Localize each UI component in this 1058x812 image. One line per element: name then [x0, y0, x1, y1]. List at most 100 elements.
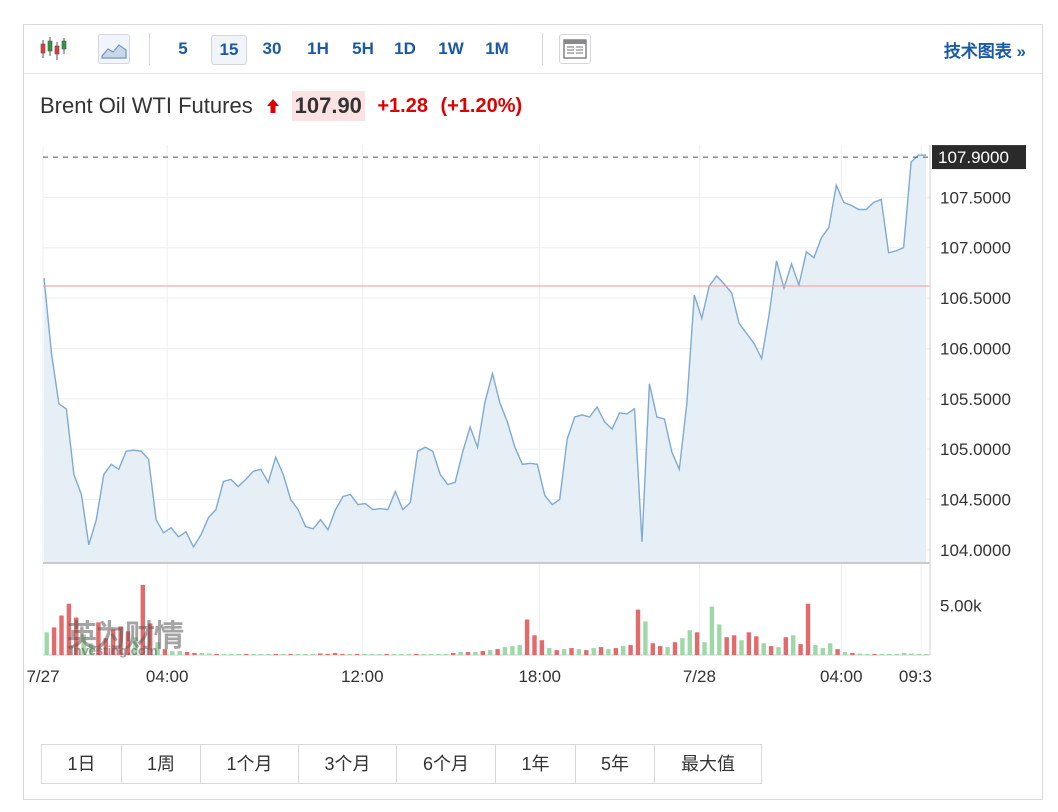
- volume-bar: [214, 654, 219, 655]
- volume-bar: [739, 640, 744, 655]
- price-up-arrow-icon: [265, 97, 281, 115]
- timeframe-1m[interactable]: 1M: [485, 39, 509, 58]
- range-button-2[interactable]: 1个月: [201, 745, 299, 783]
- volume-bar: [665, 647, 670, 655]
- range-selector: 1日 1周 1个月 3个月 6个月 1年 5年 最大值: [41, 744, 762, 784]
- x-tick-label: 7/28: [683, 667, 716, 686]
- volume-bar: [776, 647, 781, 655]
- price-change-percent: (+1.20%): [440, 94, 523, 117]
- volume-bar: [502, 647, 508, 655]
- volume-bar: [303, 654, 308, 655]
- timeframe-1d[interactable]: 1D: [394, 39, 416, 58]
- volume-bar: [465, 652, 471, 655]
- y-tick-label: 105.5000: [940, 390, 1011, 409]
- candlestick-chart-icon[interactable]: [38, 34, 70, 64]
- volume-bar: [687, 630, 692, 655]
- y-tick-label: 104.5000: [940, 491, 1011, 510]
- volume-bar: [488, 650, 493, 655]
- price-chart[interactable]: 104.0000 104.5000 105.0000 105.5000 106.0000…: [24, 25, 1042, 715]
- volume-bar: [391, 654, 397, 655]
- volume-bar: [318, 653, 323, 655]
- range-button-4[interactable]: 6个月: [397, 745, 496, 783]
- price-change: +1.28: [377, 94, 428, 117]
- volume-bar: [133, 637, 138, 655]
- range-button-1[interactable]: 1周: [122, 745, 201, 783]
- price-line: [43, 154, 926, 549]
- volume-bar: [399, 654, 404, 655]
- volume-bar: [310, 654, 315, 655]
- volume-bar: [761, 643, 766, 655]
- volume-bar: [872, 654, 877, 655]
- volume-bar: [436, 654, 441, 655]
- volume-bar: [281, 654, 286, 655]
- volume-bar: [347, 654, 352, 655]
- range-button-5[interactable]: 1年: [496, 745, 576, 783]
- timeframe-15[interactable]: 15: [211, 35, 247, 65]
- x-tick-label: 04:00: [146, 667, 189, 686]
- timeframe-30[interactable]: 30: [262, 39, 282, 58]
- volume-bar: [473, 652, 478, 655]
- volume-bar: [414, 654, 419, 655]
- volume-bar: [510, 646, 515, 655]
- range-button-0[interactable]: 1日: [42, 745, 122, 783]
- volume-bar: [162, 649, 168, 655]
- volume-bar: [547, 648, 552, 655]
- volume-tick-label: 5.00k: [940, 597, 982, 616]
- last-price-label: 107.9000: [938, 148, 1009, 167]
- volume-bar: [576, 649, 582, 655]
- volume-bar: [909, 653, 914, 655]
- timeframe-1w[interactable]: 1W: [438, 39, 464, 58]
- range-button-6[interactable]: 5年: [576, 745, 655, 783]
- volume-bar: [916, 654, 922, 655]
- y-tick-label: 107.5000: [940, 188, 1011, 207]
- toolbar-separator: [149, 33, 150, 65]
- volume-bar: [524, 619, 530, 655]
- volume-bar: [244, 654, 249, 655]
- volume-bar: [273, 654, 278, 655]
- volume-bar: [118, 626, 123, 655]
- volume-bar: [207, 653, 212, 655]
- area-chart-icon[interactable]: [98, 34, 130, 64]
- volume-bar: [111, 629, 116, 655]
- volume-bar: [650, 643, 655, 655]
- volume-bar: [643, 621, 648, 655]
- y-tick-label: 106.5000: [940, 289, 1011, 308]
- volume-bar: [598, 647, 604, 655]
- volume-bar: [924, 654, 929, 655]
- volume-bar: [820, 648, 825, 655]
- timeframe-1h[interactable]: 1H: [307, 39, 329, 58]
- x-tick-label: 12:00: [341, 667, 384, 686]
- volume-bar: [606, 649, 611, 655]
- volume-bar: [694, 632, 700, 655]
- volume-bar: [894, 654, 899, 655]
- volume-bar: [554, 650, 559, 655]
- volume-bar: [451, 653, 456, 655]
- volume-bar: [569, 648, 574, 655]
- volume-bar: [865, 654, 870, 655]
- volume-bar: [428, 654, 434, 655]
- volume-bar: [658, 646, 663, 655]
- volume-bar: [731, 635, 737, 655]
- technical-chart-link[interactable]: 技术图表 »: [943, 42, 1026, 61]
- x-tick-label: 09:3: [899, 667, 932, 686]
- range-button-7[interactable]: 最大值: [681, 754, 735, 774]
- range-button-3[interactable]: 3个月: [299, 745, 397, 783]
- volume-bar: [709, 606, 715, 655]
- volume-bar: [229, 654, 234, 655]
- volume-bar: [724, 637, 729, 655]
- volume-bar: [332, 653, 338, 655]
- volume-bar: [635, 609, 641, 655]
- volume-bar: [879, 654, 885, 655]
- volume-bar: [125, 631, 131, 655]
- volume-bar: [74, 617, 79, 655]
- y-tick-label: 106.0000: [940, 339, 1011, 358]
- volume-bar: [850, 653, 855, 655]
- volume-bar: [539, 640, 545, 655]
- volume-bar: [798, 644, 803, 655]
- data-table-icon[interactable]: [559, 34, 591, 64]
- volume-bar: [251, 654, 256, 655]
- timeframe-5h[interactable]: 5H: [352, 39, 374, 58]
- volume-bar: [199, 653, 205, 655]
- volume-bar: [842, 652, 848, 655]
- timeframe-5[interactable]: 5: [178, 39, 188, 58]
